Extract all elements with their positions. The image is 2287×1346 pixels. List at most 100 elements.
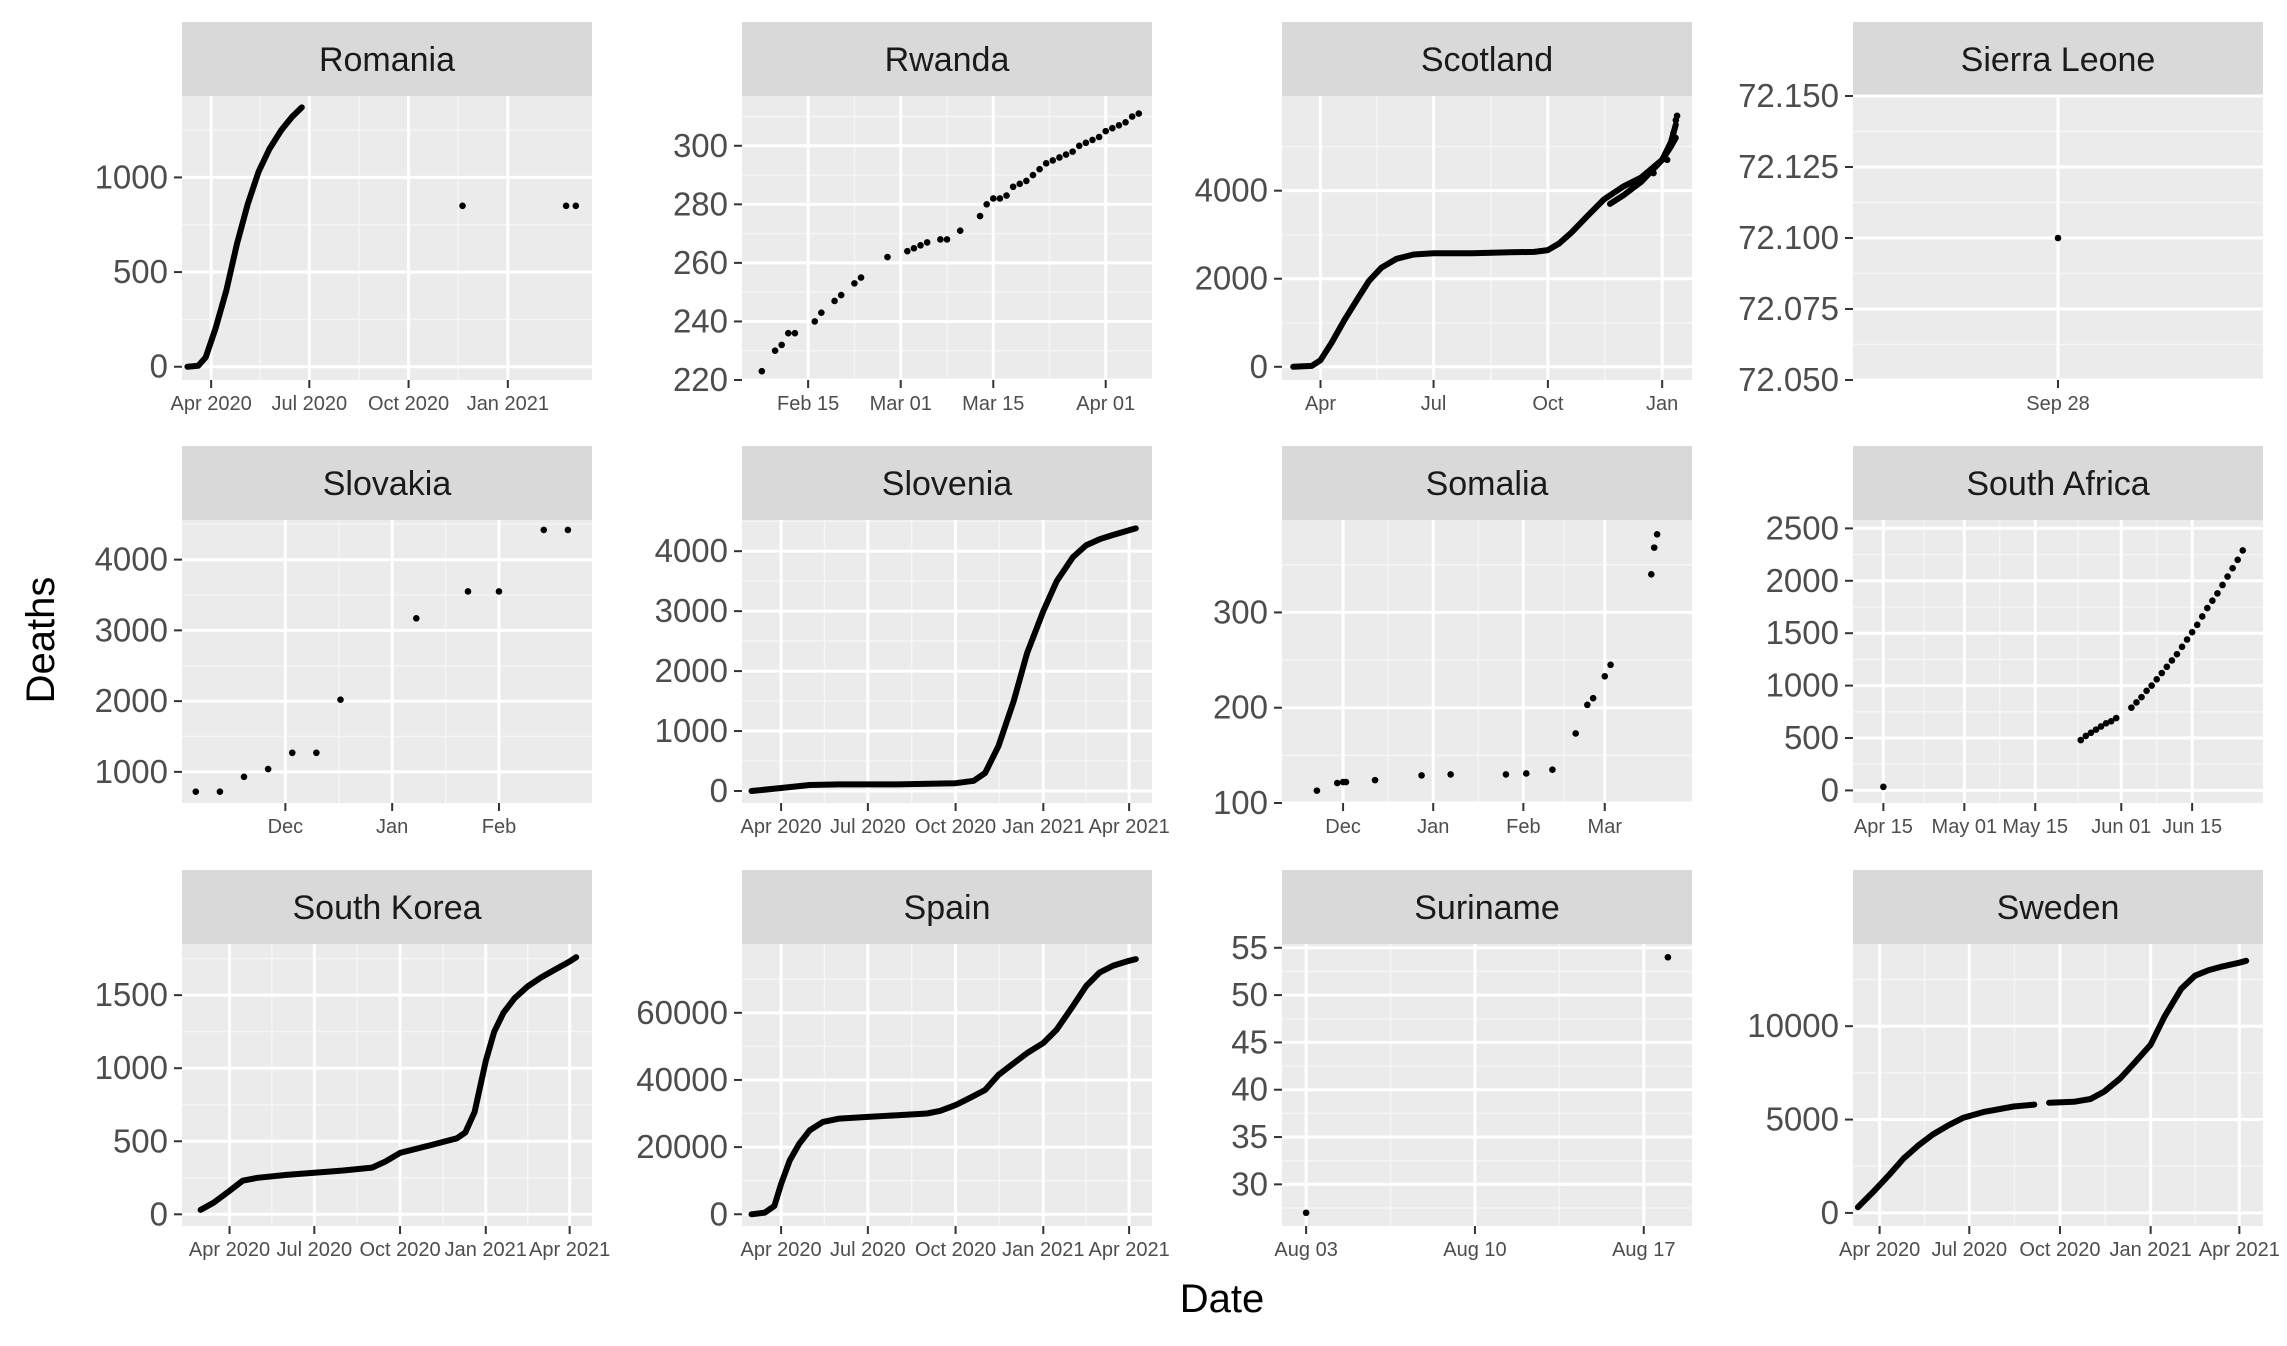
y-tick-label: 1000 xyxy=(95,753,168,790)
data-point xyxy=(1029,171,1037,179)
data-point xyxy=(288,749,296,757)
y-tick-label: 500 xyxy=(1784,719,1839,756)
panel-background xyxy=(1853,944,2263,1226)
panel-background xyxy=(1282,944,1692,1226)
data-point xyxy=(1418,772,1425,779)
data-point xyxy=(923,239,931,246)
y-tick-label: 20000 xyxy=(636,1128,728,1165)
data-point xyxy=(1650,544,1658,551)
y-tick-label: 0 xyxy=(1821,771,1839,808)
data-point xyxy=(2188,628,2196,636)
data-point xyxy=(1109,124,1116,132)
y-tick-label: 0 xyxy=(150,1195,168,1232)
y-tick-label: 0 xyxy=(710,772,728,809)
data-point xyxy=(2219,581,2226,589)
data-point xyxy=(264,765,272,773)
data-point xyxy=(884,253,891,261)
panel-background xyxy=(742,944,1152,1226)
facet-title: Sierra Leone xyxy=(1961,41,2156,79)
data-point xyxy=(1095,133,1103,141)
y-tick-label: 2000 xyxy=(1766,562,1839,599)
data-point xyxy=(996,195,1004,202)
data-point xyxy=(1601,672,1609,680)
y-tick-label: 5000 xyxy=(1766,1101,1839,1138)
facet-title: Slovenia xyxy=(882,465,1013,503)
x-tick-label: May 15 xyxy=(2002,816,2068,838)
data-point xyxy=(2087,729,2095,737)
data-point xyxy=(2239,547,2247,554)
data-point xyxy=(2133,699,2140,706)
facet-somalia: Somalia 100 200 300 Dec Jan Feb Mar xyxy=(1213,446,1692,838)
data-point xyxy=(917,242,924,249)
data-series-trace xyxy=(748,956,1139,1218)
data-point xyxy=(2224,573,2231,580)
y-tick-label: 2500 xyxy=(1766,509,1839,546)
data-point xyxy=(1313,787,1321,794)
data-point xyxy=(2173,650,2181,658)
data-point xyxy=(2204,604,2211,612)
y-tick-label: 0 xyxy=(1250,348,1268,385)
facet-strip xyxy=(742,870,1152,944)
facet-south-korea: South Korea 0 500 1000 1500 Apr 2020 Jul 2020 O… xyxy=(95,870,610,1261)
data-point xyxy=(337,696,344,704)
data-point xyxy=(572,202,580,210)
data-point xyxy=(771,347,779,355)
y-tick-label: 60000 xyxy=(636,994,728,1031)
data-series-trace xyxy=(1854,1101,2038,1211)
x-tick-label: Jan xyxy=(1417,816,1449,838)
y-tick-label: 55 xyxy=(1231,929,1268,966)
data-point xyxy=(1089,136,1096,144)
data-series-trace xyxy=(184,104,305,370)
facet-sierra-leone: Sierra Leone 72.050 72.075 72.100 72.125 72.1… xyxy=(1738,22,2263,415)
x-tick-label: May 01 xyxy=(1932,816,1998,838)
x-tick-label: Oct 2020 xyxy=(915,1239,996,1261)
y-tick-label: 1000 xyxy=(95,158,168,195)
facet-strip xyxy=(1853,870,2263,944)
data-point xyxy=(2214,590,2221,597)
data-point xyxy=(837,291,845,299)
y-tick-label: 3000 xyxy=(655,592,728,629)
x-tick-label: Jan 2021 xyxy=(1002,816,1084,838)
x-tick-label: Jul 2020 xyxy=(830,1239,906,1261)
data-point xyxy=(216,788,224,795)
data-point xyxy=(1673,112,1681,120)
x-tick-label: Apr 2021 xyxy=(1089,816,1170,838)
data-point xyxy=(818,309,825,316)
facet-strip xyxy=(182,870,592,944)
y-tick-label: 220 xyxy=(673,361,728,398)
data-point xyxy=(1016,180,1024,188)
x-tick-label: Oct 2020 xyxy=(368,393,449,415)
x-tick-label: Jul 2020 xyxy=(1931,1239,2007,1261)
facet-south-africa: South Africa 0 500 1000 1500 2000 2500 Apr 15 Ma… xyxy=(1766,446,2263,838)
facet-slovenia: Slovenia 0 1000 2000 3000 4000 Apr 2020 Jul 202… xyxy=(655,446,1170,838)
data-point xyxy=(1607,661,1614,669)
facet-strip xyxy=(1853,22,2263,96)
panel-background xyxy=(182,520,592,803)
data-series-trace xyxy=(2046,957,2250,1106)
data-series-trace xyxy=(1290,134,1679,370)
data-point xyxy=(857,274,865,281)
data-point xyxy=(2153,676,2161,683)
facet-title: Spain xyxy=(904,889,991,927)
data-point xyxy=(976,212,984,220)
facet-strip xyxy=(1282,446,1692,520)
y-tick-label: 4000 xyxy=(655,532,728,569)
data-point xyxy=(989,195,997,202)
data-point xyxy=(495,588,503,595)
data-point xyxy=(956,227,964,234)
x-tick-label: Aug 17 xyxy=(1612,1239,1675,1261)
facet-sweden: Sweden 0 5000 10000 Apr 2020 Jul 2020 Oct 2020… xyxy=(1747,870,2280,1261)
data-point xyxy=(1036,165,1043,173)
y-tick-label: 2000 xyxy=(1195,260,1268,297)
data-point xyxy=(758,367,766,375)
x-tick-label: Jun 15 xyxy=(2162,816,2222,838)
x-tick-label: Apr 2021 xyxy=(529,1239,610,1261)
data-point xyxy=(564,526,572,534)
data-point xyxy=(1342,778,1350,786)
x-tick-label: Apr 2020 xyxy=(1839,1239,1920,1261)
data-point xyxy=(2168,657,2176,664)
facet-spain: Spain 0 20000 40000 60000 Apr 2020 Jul 2020 Oct… xyxy=(636,870,1170,1261)
panel-background xyxy=(182,96,592,380)
data-point xyxy=(811,318,819,325)
